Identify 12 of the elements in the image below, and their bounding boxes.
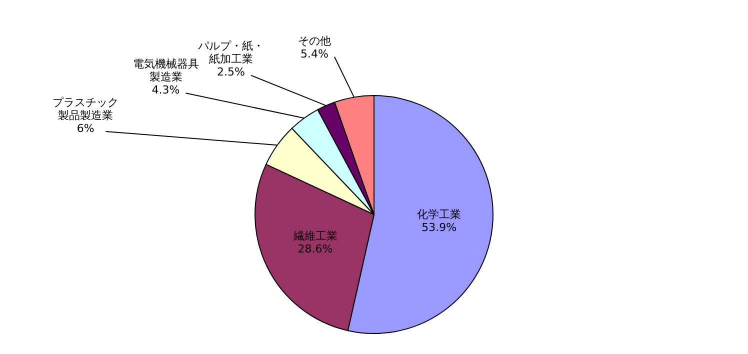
- slice-label: 電気機械器具製造業: [132, 58, 199, 84]
- slice-label: 繊維工業: [292, 230, 338, 243]
- slice-label: 化学工業: [417, 208, 462, 222]
- slice-label: プラスチック製品製造業: [52, 96, 119, 122]
- slice-label: パルプ・紙・紙加工業: [196, 40, 264, 66]
- slice-label: その他: [298, 34, 331, 48]
- data-label: 4.3%: [152, 84, 180, 97]
- data-label: 2.5%: [216, 66, 245, 79]
- data-label: 28.6%: [298, 242, 333, 256]
- data-label: 5.4%: [300, 47, 328, 60]
- data-label: 6%: [76, 122, 94, 135]
- data-label: 53.9%: [422, 221, 457, 234]
